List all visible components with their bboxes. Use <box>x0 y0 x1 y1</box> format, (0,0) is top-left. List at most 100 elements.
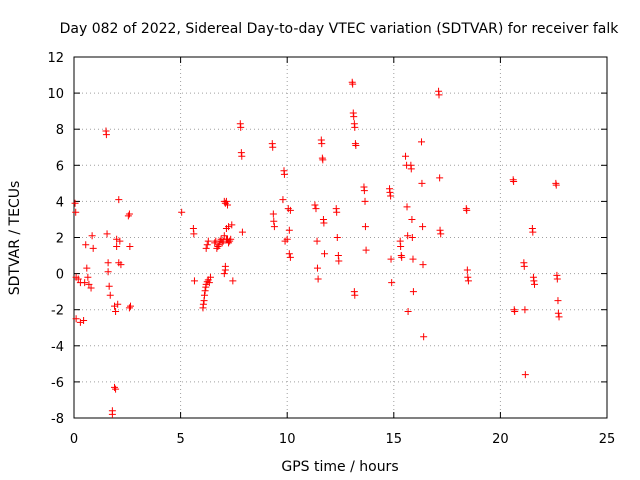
data-point <box>553 275 561 283</box>
data-point <box>283 235 291 243</box>
data-point <box>103 230 111 238</box>
data-point <box>226 237 234 245</box>
data-point <box>113 243 121 251</box>
data-point <box>126 243 134 251</box>
data-point <box>404 308 412 316</box>
data-point <box>418 138 426 146</box>
data-point <box>80 317 88 325</box>
data-point <box>521 306 529 314</box>
data-point <box>215 241 223 249</box>
data-point <box>213 244 221 252</box>
data-point <box>313 237 321 245</box>
data-point <box>436 174 444 182</box>
data-point <box>76 318 84 326</box>
data-point <box>111 383 119 391</box>
data-point <box>279 196 287 204</box>
data-point <box>238 228 246 236</box>
data-point <box>320 219 328 227</box>
data-point <box>387 192 395 200</box>
data-point <box>319 156 327 164</box>
data-point <box>335 257 343 265</box>
data-point <box>81 279 89 287</box>
data-point <box>408 215 416 223</box>
x-axis-label: GPS time / hours <box>281 459 398 475</box>
data-point <box>229 277 237 285</box>
data-point <box>111 302 119 310</box>
data-point <box>219 237 227 245</box>
data-point <box>125 304 133 312</box>
data-point <box>117 261 125 269</box>
data-point <box>74 275 82 283</box>
data-point <box>386 188 394 196</box>
data-point <box>87 284 95 292</box>
data-point <box>203 241 211 249</box>
data-point <box>72 208 80 216</box>
data-point <box>362 246 370 254</box>
x-tick-label: 25 <box>599 432 616 447</box>
data-point <box>112 308 120 316</box>
data-point <box>520 262 528 270</box>
data-point <box>211 239 219 247</box>
data-point <box>102 131 110 139</box>
data-point <box>555 313 563 321</box>
y-tick-label: -4 <box>51 340 64 355</box>
data-point <box>388 279 396 287</box>
data-point <box>408 234 416 241</box>
data-point <box>83 264 91 272</box>
data-point <box>82 241 90 249</box>
data-point <box>351 123 359 131</box>
data-point <box>529 228 537 236</box>
data-point <box>398 253 406 261</box>
data-point <box>206 273 214 281</box>
axis-ticks: 0 5 10 15 20 25 -8 -6 -4 -2 0 2 4 6 8 10 12 <box>47 51 615 447</box>
data-point <box>286 253 294 261</box>
data-point <box>333 234 341 241</box>
data-point <box>552 181 560 189</box>
data-point <box>228 221 236 229</box>
data-point <box>178 208 186 216</box>
data-point <box>554 297 562 305</box>
data-point <box>321 250 329 258</box>
data-point <box>201 287 209 295</box>
x-tick-label: 15 <box>386 432 403 447</box>
data-point <box>521 371 529 379</box>
data-points <box>71 78 563 418</box>
data-point <box>190 277 198 285</box>
data-point <box>420 333 428 341</box>
data-point <box>530 277 538 285</box>
data-point <box>270 223 278 231</box>
data-point <box>311 201 319 209</box>
x-tick-label: 20 <box>492 432 509 447</box>
data-point <box>402 152 410 160</box>
data-point <box>314 275 322 283</box>
data-point <box>554 309 562 317</box>
data-point <box>510 178 518 186</box>
data-point <box>221 262 229 270</box>
data-point <box>397 243 405 251</box>
data-point <box>333 208 341 216</box>
data-point <box>409 255 417 263</box>
y-tick-label: 6 <box>56 159 64 174</box>
data-point <box>238 152 246 160</box>
data-point <box>285 226 293 234</box>
data-point <box>224 201 232 209</box>
y-tick-label: -2 <box>51 304 64 319</box>
data-point <box>280 170 288 178</box>
data-point <box>89 244 97 252</box>
data-point <box>464 277 472 285</box>
y-tick-label: 4 <box>56 195 64 210</box>
data-point <box>360 187 368 195</box>
x-tick-label: 5 <box>176 432 184 447</box>
data-point <box>237 123 245 131</box>
data-point <box>436 226 444 234</box>
data-point <box>200 291 208 299</box>
data-point <box>387 255 395 263</box>
data-point <box>464 273 472 281</box>
data-point <box>104 259 112 267</box>
x-tick-label: 10 <box>279 432 296 447</box>
data-point <box>407 165 415 173</box>
data-point <box>270 217 278 225</box>
y-tick-label: 0 <box>56 268 64 283</box>
data-point <box>84 273 92 281</box>
